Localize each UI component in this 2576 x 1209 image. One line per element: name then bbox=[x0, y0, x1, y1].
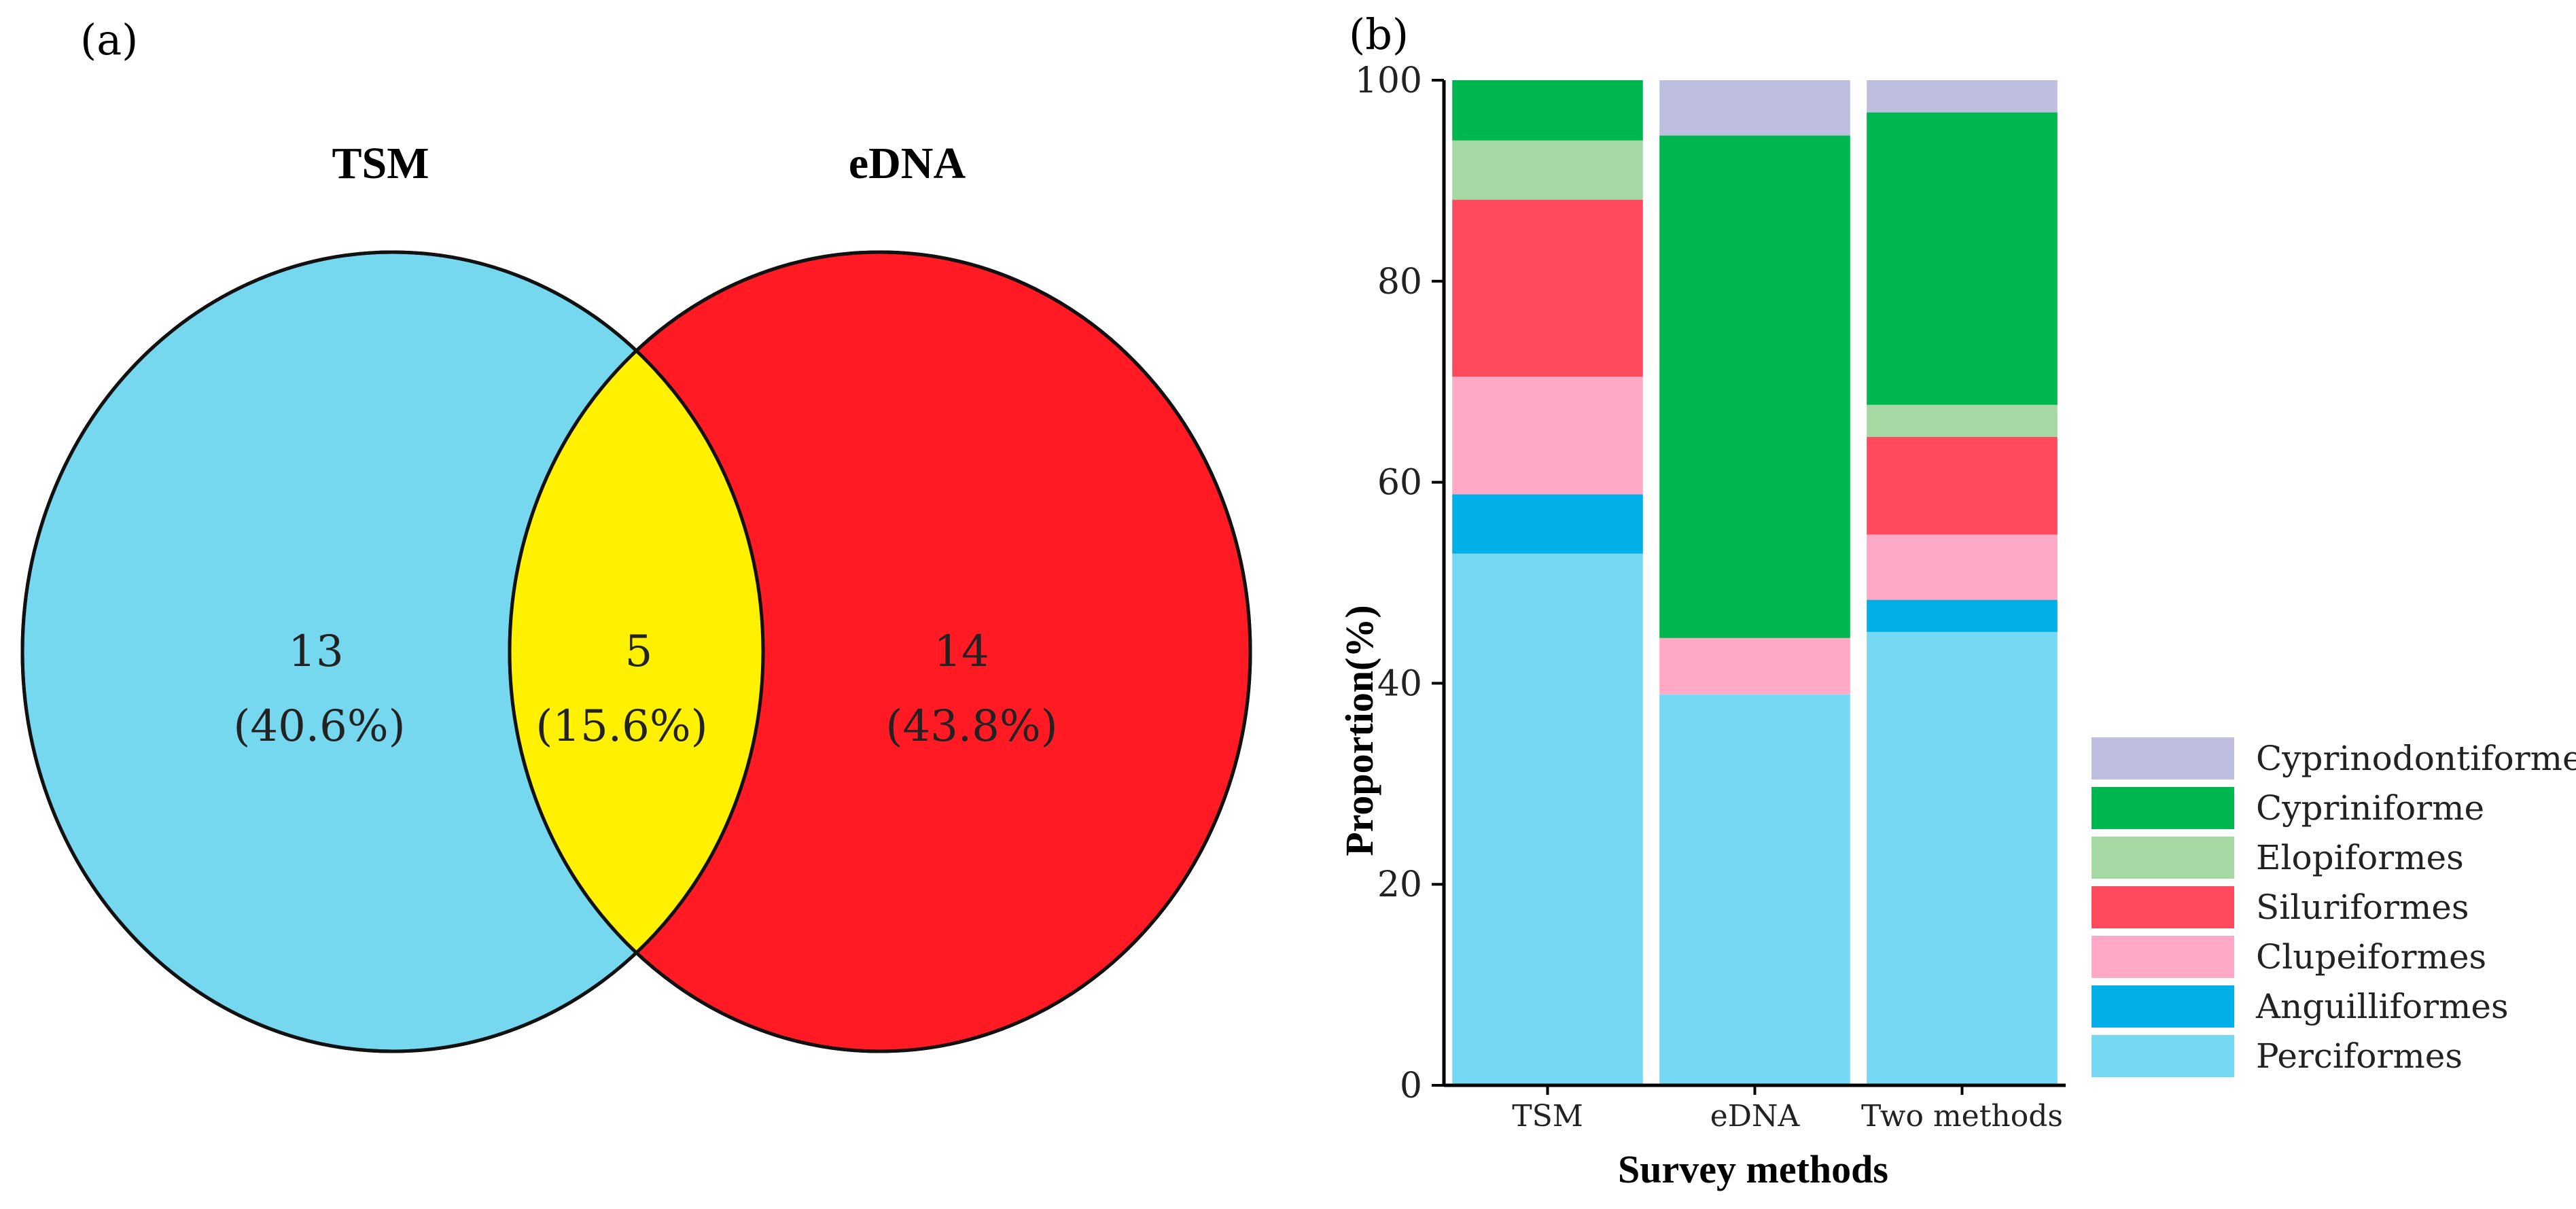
venn-percent-overlap: (15.6%) bbox=[535, 701, 707, 752]
venn-count-overlap: 5 bbox=[625, 627, 653, 677]
x-axis-title: Survey methods bbox=[1618, 1147, 1888, 1191]
legend-swatch bbox=[2092, 837, 2234, 879]
venn-percent-tsm: (40.6%) bbox=[233, 701, 405, 752]
y-tick-label: 0 bbox=[1400, 1066, 1422, 1106]
legend-swatch bbox=[2092, 886, 2234, 928]
legend-swatch bbox=[2092, 787, 2234, 829]
x-axis: TSM eDNA Two methods bbox=[1444, 1083, 2066, 1134]
legend-swatch bbox=[2092, 1035, 2234, 1077]
legend-swatch bbox=[2092, 936, 2234, 978]
y-axis-title: Proportion(%) bbox=[1337, 605, 1381, 856]
y-axis: 0 20 40 60 80 100 bbox=[1355, 60, 1446, 1106]
venn-percent-edna: (43.8%) bbox=[885, 701, 1057, 752]
bar-segment-anguilliformes-tsm bbox=[1452, 494, 1643, 554]
venn-title-tsm: TSM bbox=[332, 139, 429, 188]
bar-segment-anguilliformes-two-methods bbox=[1867, 599, 2058, 632]
y-tick-label: 60 bbox=[1377, 463, 1422, 504]
legend-label: Cypriniforme bbox=[2256, 788, 2484, 828]
bar-segment-cypriniforme-tsm bbox=[1452, 80, 1643, 141]
bar-segment-cypriniforme-two-methods bbox=[1867, 112, 2058, 405]
legend-label: Siluriformes bbox=[2256, 888, 2469, 927]
y-tick-label: 100 bbox=[1355, 60, 1422, 101]
bar-segment-clupeiformes-tsm bbox=[1452, 376, 1643, 495]
bar-segment-siluriformes-two-methods bbox=[1867, 437, 2058, 535]
venn-count-tsm: 13 bbox=[288, 627, 343, 677]
y-tick-label: 40 bbox=[1377, 663, 1422, 704]
legend-label: Anguilliformes bbox=[2255, 987, 2509, 1026]
legend-label: Clupeiformes bbox=[2256, 937, 2486, 977]
legend-swatch bbox=[2092, 737, 2234, 779]
bar-segment-perciformes-edna bbox=[1659, 694, 1850, 1085]
venn-count-edna: 14 bbox=[934, 627, 989, 677]
venn-circle-tsm-outline bbox=[20, 250, 765, 1053]
legend-swatch bbox=[2092, 985, 2234, 1028]
venn-intersection bbox=[510, 252, 763, 1051]
bar-segment-cyprinodontiformes-edna bbox=[1659, 80, 1850, 136]
panel-b-label: (b) bbox=[1349, 10, 1409, 59]
y-tick-label: 20 bbox=[1377, 864, 1422, 905]
x-tick-label: Two methods bbox=[1861, 1099, 2063, 1134]
bar-segment-perciformes-tsm bbox=[1452, 553, 1643, 1085]
legend: Cyprinodontiformes Cypriniforme Elopiforme… bbox=[2092, 737, 2576, 1077]
legend-label: Elopiformes bbox=[2256, 838, 2464, 877]
bar-series bbox=[1452, 80, 2058, 1085]
bar-segment-clupeiformes-edna bbox=[1659, 637, 1850, 695]
legend-label: Perciformes bbox=[2256, 1036, 2463, 1076]
panel-a-label: (a) bbox=[80, 15, 138, 65]
bar-segment-perciformes-two-methods bbox=[1867, 632, 2058, 1085]
bar-segment-cypriniforme-edna bbox=[1659, 135, 1850, 638]
bar-chart-panel: (b) 0 20 40 60 80 100 TSM eDNA Two methods Prop… bbox=[1337, 10, 2576, 1191]
bar-segment-siluriformes-tsm bbox=[1452, 200, 1643, 377]
bar-segment-elopiformes-tsm bbox=[1452, 140, 1643, 200]
venn-panel: (a) TSM eDNA 13 (40.6%) 5 (15.6%) 14 (43… bbox=[20, 15, 1252, 1053]
x-tick-label: TSM bbox=[1512, 1099, 1583, 1134]
y-tick-label: 80 bbox=[1377, 262, 1422, 302]
bar-segment-cyprinodontiformes-two-methods bbox=[1867, 80, 2058, 113]
bar-segment-elopiformes-two-methods bbox=[1867, 404, 2058, 437]
legend-label: Cyprinodontiformes bbox=[2256, 739, 2576, 778]
venn-circle-edna-outline bbox=[508, 250, 1252, 1053]
x-tick-label: eDNA bbox=[1710, 1099, 1801, 1134]
bar-segment-clupeiformes-two-methods bbox=[1867, 534, 2058, 600]
venn-title-edna: eDNA bbox=[849, 139, 966, 188]
